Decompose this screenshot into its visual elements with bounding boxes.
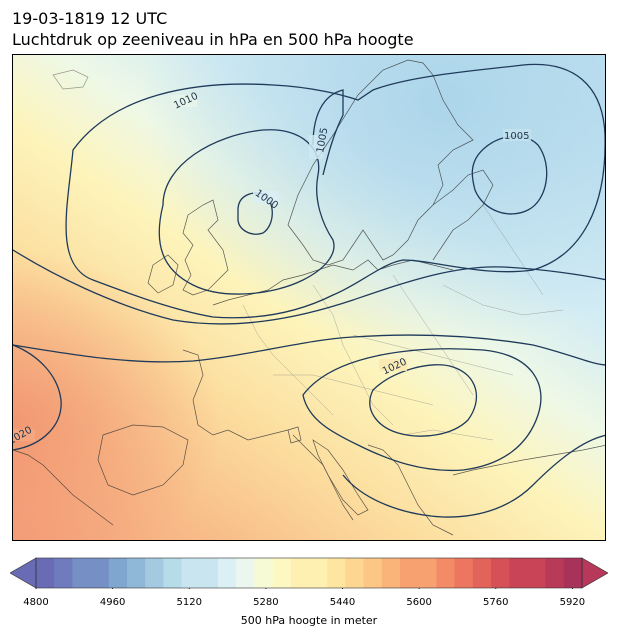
- isobar-label-1005-west: 1005: [315, 127, 330, 154]
- colorbar-cell: [345, 558, 365, 588]
- colorbar-cell: [145, 558, 164, 588]
- colorbar-cell: [199, 558, 219, 588]
- colorbar-cell: [90, 558, 110, 588]
- colorbar-cell: [236, 558, 255, 588]
- colorbar-cell: [218, 558, 237, 588]
- isobar-labels: 1010 1005 1000 1005 1020 1020: [13, 91, 531, 447]
- colorbar-cell: [381, 558, 401, 588]
- colorbar-tick-label: 5760: [483, 597, 509, 608]
- colorbar-cell: [72, 558, 92, 588]
- colorbar-cell: [363, 558, 383, 588]
- colorbar-label: 500 hPa hoogte in meter: [240, 614, 378, 627]
- colorbar-tick-label: 5440: [329, 597, 356, 608]
- colorbar-cell: [418, 558, 437, 588]
- colorbar-cell: [491, 558, 510, 588]
- isobar-label-1005-east: 1005: [504, 131, 529, 142]
- colorbar-tick-label: 5120: [176, 597, 202, 608]
- colorbar-cell: [545, 558, 565, 588]
- colorbar-cell: [436, 558, 456, 588]
- colorbar-cell: [454, 558, 474, 588]
- country-borders: [242, 204, 564, 441]
- colorbar-cell: [36, 558, 55, 588]
- colorbar-cell: [563, 558, 583, 588]
- colorbar-extend-low: [10, 557, 37, 589]
- colorbar-tick-label: 5920: [559, 597, 586, 608]
- colorbar-cell: [108, 558, 128, 588]
- colorbar-cell: [254, 558, 274, 588]
- colorbar-cell: [400, 558, 419, 588]
- colorbar-tick-label: 5600: [406, 597, 432, 608]
- weather-map: 1010 1005 1000 1005 1020 1020: [12, 54, 606, 541]
- colorbar-cell: [290, 558, 310, 588]
- colorbar-extend-high: [581, 557, 608, 589]
- map-date-title: 19-03-1819 12 UTC: [12, 9, 168, 28]
- colorbar-cell: [272, 558, 292, 588]
- colorbar-cell: [472, 558, 492, 588]
- colorbar-cell: [327, 558, 346, 588]
- colorbar-tick-label: 5280: [253, 597, 279, 608]
- colorbar: [10, 557, 608, 589]
- map-title: Luchtdruk op zeeniveau in hPa en 500 hPa…: [12, 30, 414, 49]
- colorbar-cell: [181, 558, 201, 588]
- colorbar-cell: [54, 558, 73, 588]
- colorbar-cell: [127, 558, 146, 588]
- colorbar-frame: [35, 557, 583, 589]
- colorbar-tick-label: 4800: [23, 597, 49, 608]
- colorbar-cell: [309, 558, 328, 588]
- colorbar-cell: [527, 558, 547, 588]
- colorbar-cell: [163, 558, 183, 588]
- colorbar-cell: [509, 558, 528, 588]
- colorbar-tick-label: 4960: [99, 597, 126, 608]
